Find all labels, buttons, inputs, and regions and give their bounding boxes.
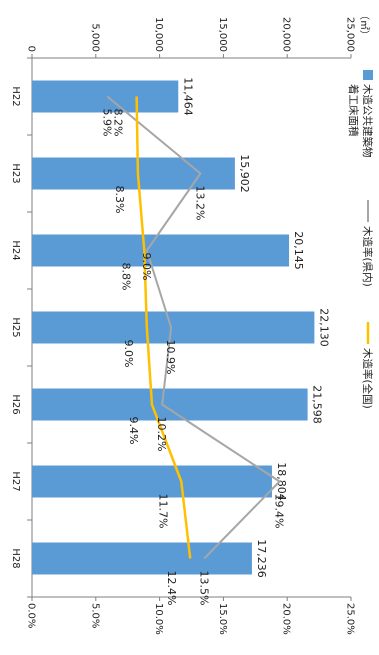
prefecture-rate-label: 19.4% (273, 494, 286, 529)
x-axis-category-label: H23 (10, 163, 21, 183)
bar (32, 157, 235, 190)
left-axis-tick-label: 20,000 (281, 17, 292, 52)
x-axis-category-label: H25 (10, 317, 21, 337)
national-rate-label: 8.2% (112, 109, 125, 137)
prefecture-rate-label: 5.9% (100, 109, 113, 137)
bar (32, 80, 179, 113)
x-axis-category-label: H27 (10, 471, 21, 491)
bar-value-label: 20,145 (292, 231, 305, 270)
bar-value-label: 22,130 (317, 308, 330, 347)
bar-value-label: 15,902 (238, 154, 251, 193)
right-axis-tick-label: 25.0% (345, 603, 356, 635)
x-axis-category-label: H28 (10, 548, 21, 568)
national-rate-label: 12.4% (165, 571, 178, 606)
national-rate-label: 9.0% (122, 340, 135, 368)
x-axis-category-label: H24 (10, 240, 21, 260)
left-axis-tick-label: 0 (26, 46, 37, 52)
legend-label: 着工床面積 (347, 84, 360, 137)
prefecture-rate-label: 10.9% (164, 340, 177, 375)
left-axis-tick-label: 5,000 (89, 23, 100, 52)
left-axis-tick-label: 10,000 (153, 17, 164, 52)
left-axis-tick-label: 15,000 (217, 17, 228, 52)
prefecture-rate-label: 10.2% (155, 417, 168, 452)
prefecture-rate-label: 13.2% (193, 186, 206, 221)
national-rate-label: 8.8% (119, 263, 132, 291)
bar (31, 311, 315, 344)
right-axis-tick-label: 20.0% (281, 603, 292, 635)
bar (32, 234, 290, 267)
legend-label: 木造公共建築物 (361, 84, 374, 158)
right-axis-tick-label: 5.0% (89, 603, 100, 628)
prefecture-rate-label: 13.5% (197, 571, 210, 606)
right-axis-tick-label: 0.0% (26, 603, 37, 628)
bar (31, 388, 308, 421)
national-rate-label: 8.3% (113, 186, 126, 214)
legend-label: 木造率(県内) (361, 226, 374, 287)
right-axis-tick-label: 10.0% (153, 603, 164, 635)
legend-swatch-bar (363, 70, 373, 80)
right-axis-tick-label: 15.0% (217, 603, 228, 635)
bar-value-label: 21,598 (311, 385, 324, 424)
unit-label: （㎡） (358, 10, 370, 40)
bar-value-label: 11,464 (181, 77, 194, 116)
bar-value-label: 18,804 (275, 462, 288, 501)
prefecture-rate-label: 9.0% (140, 253, 153, 281)
bar-value-label: 17,236 (255, 539, 268, 578)
legend-label: 木造率(全国) (361, 348, 374, 409)
national-rate-label: 11.7% (156, 494, 169, 529)
x-axis-category-label: H22 (10, 86, 21, 106)
bar (31, 542, 252, 575)
bar (32, 465, 272, 498)
left-axis-tick-label: 25,000 (345, 17, 356, 52)
x-axis-category-label: H26 (10, 394, 21, 414)
national-rate-label: 9.4% (127, 417, 140, 445)
